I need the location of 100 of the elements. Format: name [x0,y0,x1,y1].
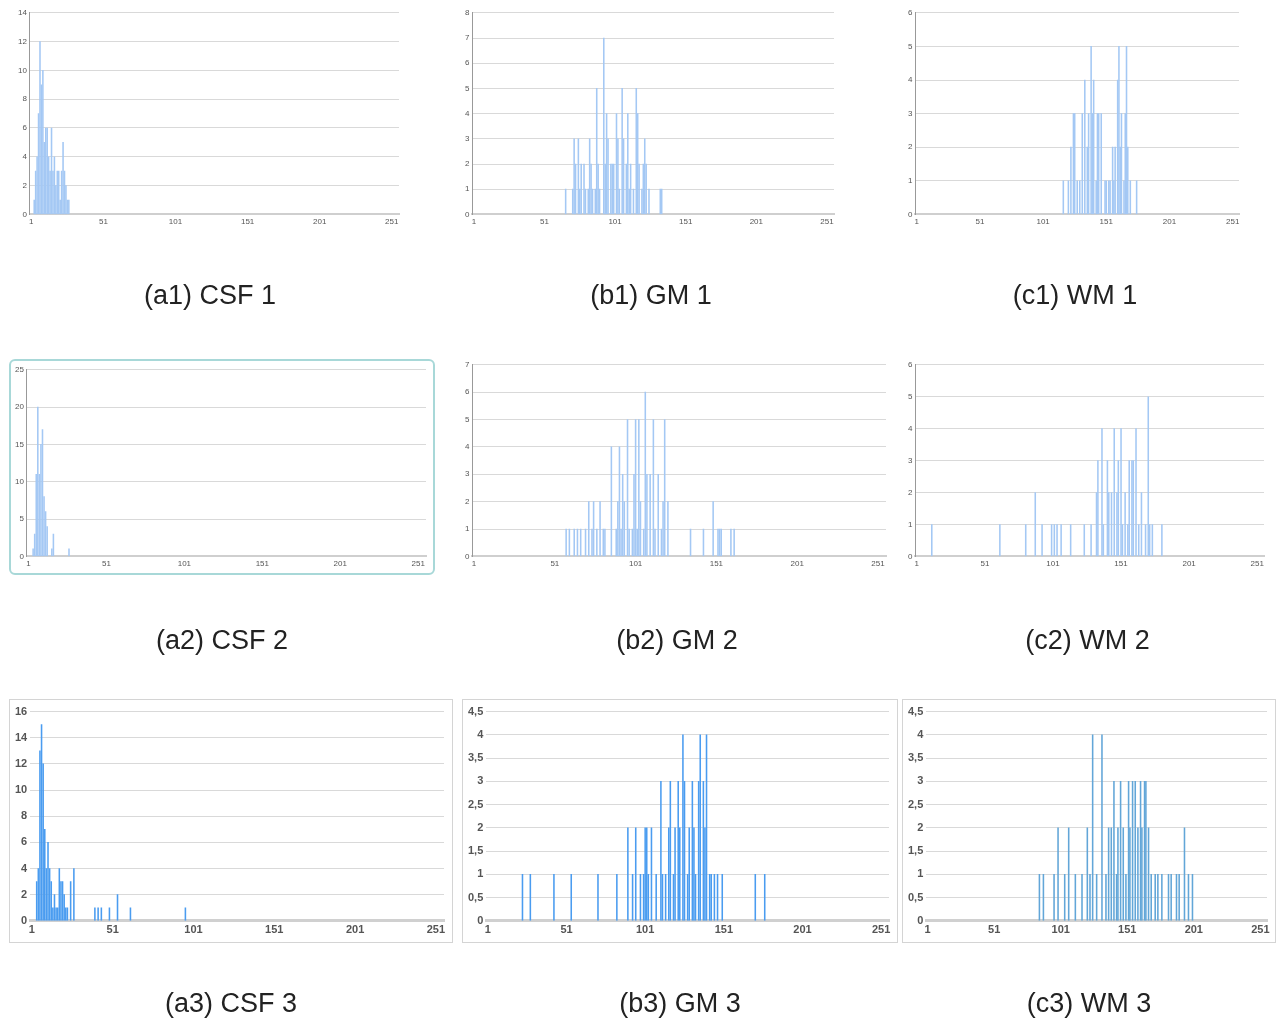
text: (c3) WM 3 [1025,988,1153,1019]
y-tick-label: 14 [17,8,28,17]
y-tick-label: 2,5 [907,797,924,810]
x-tick-label: 251 [871,923,891,936]
x-tick-label: 151 [1114,559,1129,569]
x-tick-label: 101 [1051,923,1070,936]
y-tick-label: 2 [908,142,913,152]
y-tick-label: 6 [908,8,913,17]
y-tick-label: 0 [21,913,28,926]
x-tick-label: 101 [608,217,623,227]
x-tick-label: 51 [98,217,109,227]
y-tick-label: 3 [465,134,470,143]
x-tick-label: 251 [411,559,426,569]
y-tick-label: 4 [917,727,925,740]
x-tick-label: 101 [635,923,655,936]
x-tick-label: 51 [560,923,573,936]
x-tick-label: 151 [240,217,255,227]
y-tick-label: 8 [465,8,470,17]
x-tick-label: 51 [988,923,1001,936]
y-tick-label: 3 [908,455,913,465]
x-tick-label: 251 [871,559,886,569]
x-tick-label: 201 [793,923,812,936]
x-tick-label: 151 [714,923,734,936]
y-tick-label: 25 [14,365,25,374]
x-tick-label: 51 [975,217,985,227]
text: (a1) CSF 1 [142,280,277,311]
y-tick-label: 2 [21,887,28,900]
x-tick-label: 151 [709,559,724,569]
y-tick-label: 10 [14,783,28,796]
y-tick-label: 1 [465,524,470,534]
y-tick-label: 3,5 [467,751,484,764]
text: (b3) GM 3 [618,988,742,1019]
x-tick-label: 201 [749,217,764,227]
y-tick-label: 12 [14,756,28,769]
text: (a2) CSF 2 [154,625,289,656]
y-tick-label: 1,5 [467,844,484,857]
y-tick-label: 1 [465,184,470,194]
y-tick-label: 3 [465,469,470,479]
y-tick-label: 2 [908,487,913,497]
text: (b2) GM 2 [615,625,739,656]
x-tick-label: 151 [265,923,284,936]
x-tick-label: 251 [1251,923,1270,936]
y-tick-label: 16 [14,704,28,717]
x-tick-label: 51 [550,559,560,569]
y-tick-label: 2 [477,820,484,833]
x-tick-label: 201 [313,217,327,227]
y-tick-label: 2 [22,180,28,190]
text: (b1) GM 1 [589,280,713,311]
x-tick-label: 51 [106,923,119,936]
y-tick-label: 0 [477,913,484,926]
y-tick-label: 3,5 [907,751,924,764]
x-tick-label: 201 [1182,559,1197,569]
x-tick-label: 51 [101,559,112,569]
y-tick-label: 0 [19,551,25,561]
y-tick-label: 5 [465,414,470,424]
y-tick-label: 5 [465,83,470,93]
text: (a3) CSF 3 [163,988,298,1019]
text: (c2) WM 2 [1024,625,1151,656]
y-tick-label: 1 [917,867,924,880]
x-tick-label: 151 [679,217,693,227]
y-tick-label: 7 [465,360,470,369]
x-tick-label: 151 [255,559,270,569]
x-tick-label: 101 [184,923,203,936]
y-tick-label: 4 [908,423,913,433]
y-tick-label: 5 [908,391,913,401]
y-tick-label: 0 [908,209,913,219]
y-tick-label: 3 [908,108,913,118]
x-tick-label: 51 [980,559,990,569]
y-tick-label: 14 [14,730,29,743]
y-tick-label: 20 [14,402,25,412]
y-tick-label: 4 [465,108,470,118]
x-tick-label: 251 [426,923,446,936]
x-tick-label: 251 [385,217,400,227]
y-tick-label: 0,5 [467,890,484,903]
y-tick-label: 1 [477,867,484,880]
x-tick-label: 201 [1162,217,1177,227]
y-tick-label: 1 [908,176,913,185]
y-tick-label: 4 [21,861,29,874]
y-tick-label: 1,5 [907,844,924,857]
y-tick-label: 4 [908,75,913,85]
y-tick-label: 3 [477,774,484,787]
x-tick-label: 201 [1184,923,1203,936]
y-tick-label: 4 [477,727,485,740]
x-tick-label: 101 [1036,217,1051,227]
y-tick-label: 4,5 [907,704,924,717]
y-tick-label: 7 [465,33,470,43]
y-tick-label: 0 [908,551,913,561]
text: (c1) WM 1 [1011,280,1139,311]
x-tick-label: 201 [345,923,365,936]
y-tick-label: 4,5 [467,704,484,717]
x-tick-label: 101 [177,559,192,569]
y-tick-label: 0,5 [907,890,924,903]
y-tick-label: 5 [908,41,913,51]
y-tick-label: 12 [17,36,28,46]
y-tick-label: 8 [21,809,28,822]
x-tick-label: 251 [1250,559,1265,569]
y-tick-label: 8 [22,94,28,104]
y-tick-label: 5 [19,514,25,524]
y-tick-label: 0 [22,209,28,219]
x-tick-label: 251 [1226,217,1240,227]
